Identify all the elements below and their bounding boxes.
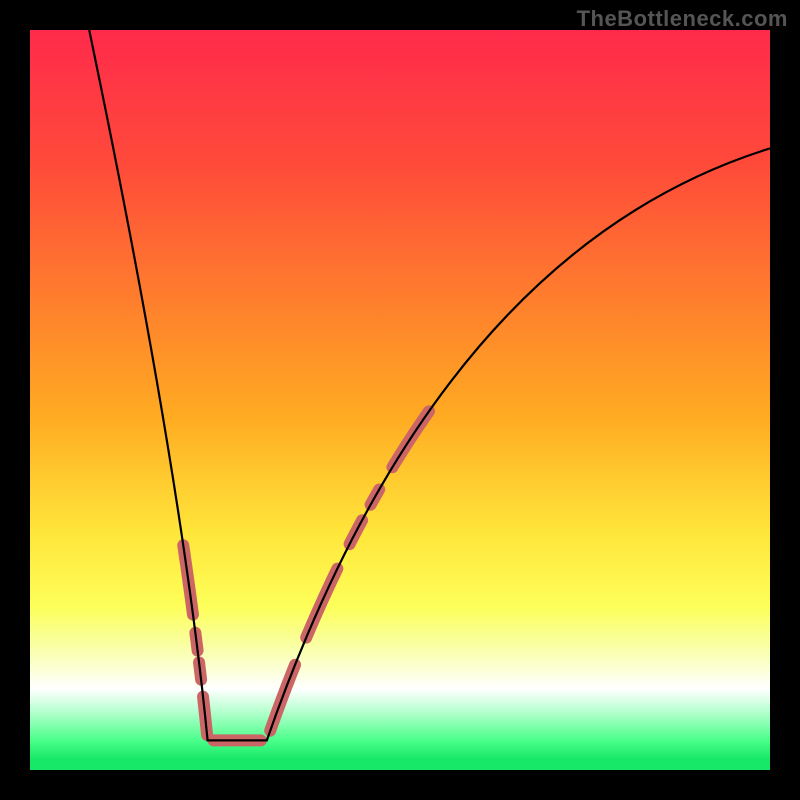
- gradient-background: [30, 30, 770, 770]
- plot-area: [30, 30, 770, 770]
- watermark-text: TheBottleneck.com: [577, 6, 788, 32]
- plot-svg: [30, 30, 770, 770]
- chart-frame: TheBottleneck.com: [0, 0, 800, 800]
